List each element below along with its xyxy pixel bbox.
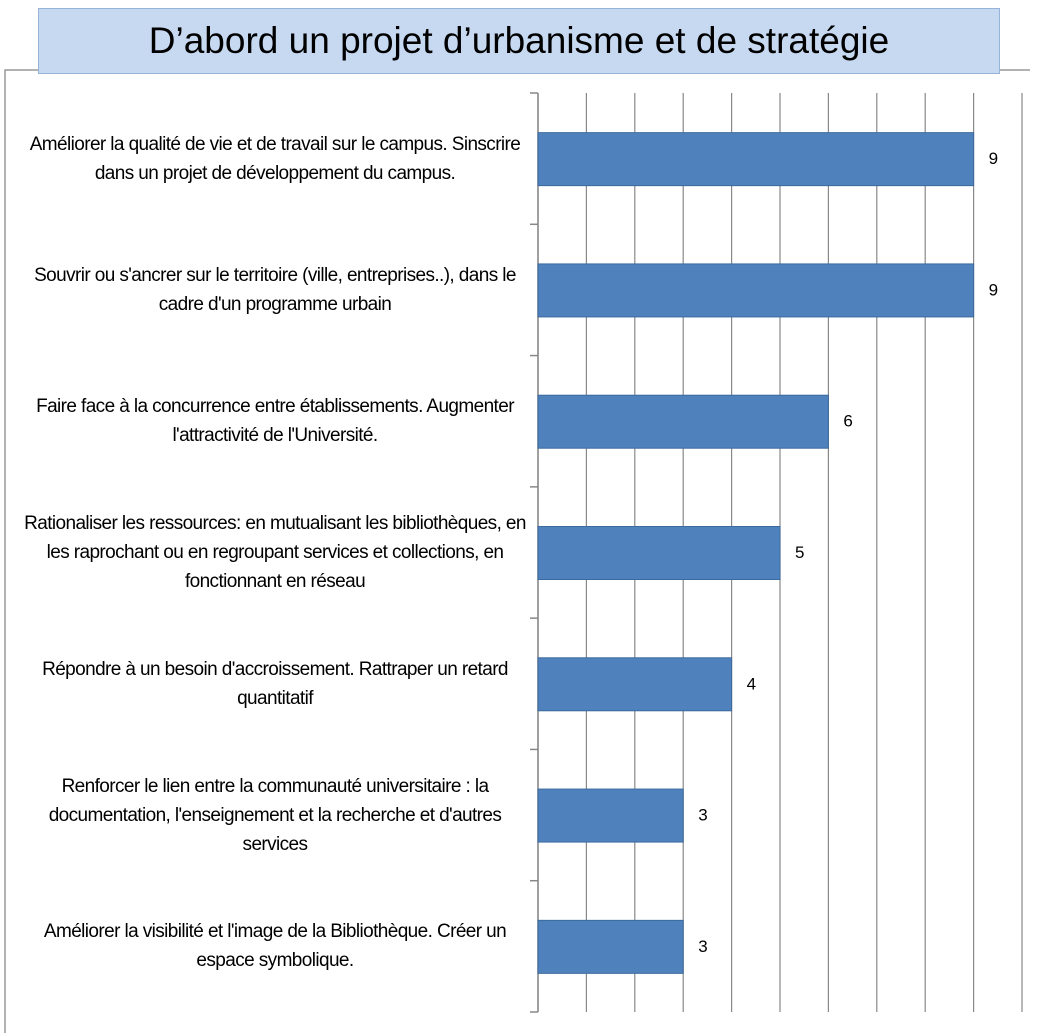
category-label: Rationaliser les ressources: en mutualis… <box>24 512 526 592</box>
category-label: Renforcer le lien entre la communauté un… <box>48 775 502 855</box>
bar <box>537 526 781 580</box>
category-label: Répondre à un besoin d'accroissement. Ra… <box>42 658 508 709</box>
bar <box>537 132 975 187</box>
category-label: Faire face à la concurrence entre établi… <box>36 396 514 447</box>
data-label: 6 <box>843 412 852 431</box>
bar <box>537 657 733 712</box>
bar <box>537 263 975 318</box>
bar <box>537 919 684 974</box>
frame <box>4 69 38 1033</box>
data-label: 3 <box>698 806 707 825</box>
bar <box>537 788 684 843</box>
data-label: 9 <box>989 149 998 168</box>
category-label: Améliorer la qualité de vie et de travai… <box>29 133 521 184</box>
category-label: Souvrir ou s'ancrer sur le territoire (v… <box>34 264 516 315</box>
bar <box>537 394 829 449</box>
category-label: Améliorer la visibilité et l'image de la… <box>43 921 507 972</box>
chart-title: D’abord un projet d’urbanisme et de stra… <box>38 8 1000 74</box>
data-label: 3 <box>698 937 707 956</box>
data-label: 9 <box>989 280 998 299</box>
data-label: 5 <box>795 543 804 562</box>
data-label: 4 <box>747 674 756 693</box>
